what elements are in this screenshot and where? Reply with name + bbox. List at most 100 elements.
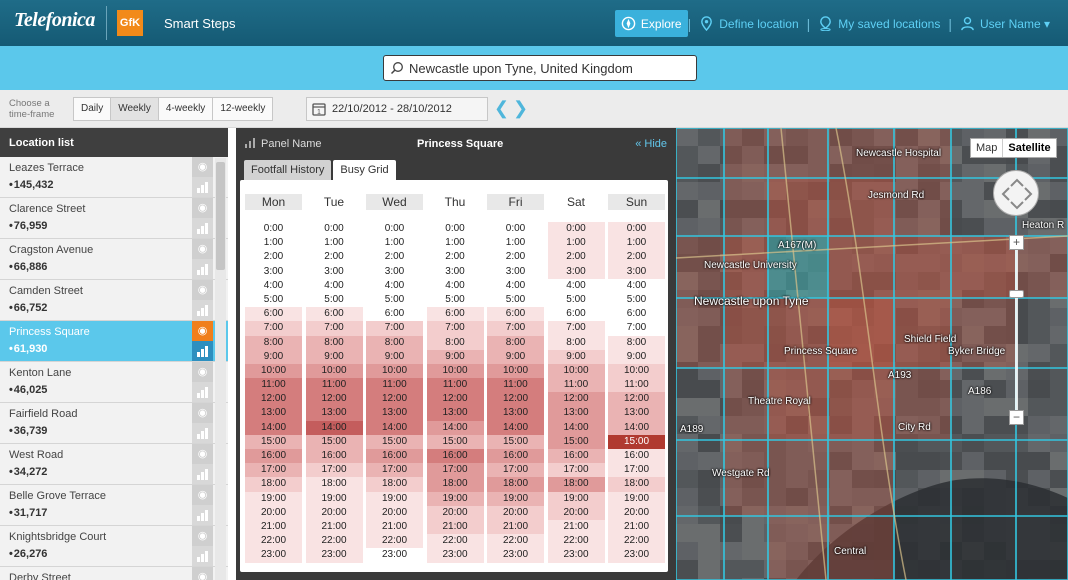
- tab-busy-grid[interactable]: Busy Grid: [333, 160, 396, 180]
- map-terrain-block: [962, 452, 984, 470]
- pan-arrows-icon: [1001, 178, 1033, 210]
- eye-icon[interactable]: ◉: [192, 403, 213, 423]
- map-terrain-block: [786, 470, 808, 488]
- busy-grid-cell: 12:00: [547, 392, 605, 407]
- location-list-item[interactable]: Leazes Terrace • 145,432 ◉: [0, 157, 228, 198]
- map-terrain-block: [1028, 344, 1050, 362]
- map-terrain-block: [764, 452, 786, 470]
- location-list-item[interactable]: Clarence Street • 76,959 ◉: [0, 198, 228, 239]
- heat-overlay-cell: [894, 298, 951, 368]
- hide-panel-link[interactable]: « Hide: [635, 138, 667, 150]
- busy-grid-cell: 5:00: [245, 292, 302, 308]
- location-list-item[interactable]: Fairfield Road • 36,739 ◉: [0, 403, 228, 444]
- map-label: A167(M): [778, 240, 817, 251]
- zoom-slider-track[interactable]: [1015, 250, 1018, 410]
- location-list-item[interactable]: Cragston Avenue • 66,886 ◉: [0, 239, 228, 280]
- eye-icon[interactable]: ◉: [192, 321, 213, 341]
- heat-overlay-cell: [951, 298, 1016, 368]
- eye-icon[interactable]: ◉: [192, 567, 213, 580]
- zoom-in-button[interactable]: +: [1009, 235, 1024, 250]
- bar-chart-icon[interactable]: [192, 259, 213, 279]
- map-terrain-block: [962, 218, 984, 236]
- timeframe-12weekly-button[interactable]: 12-weekly: [212, 97, 274, 121]
- timeframe-daily-button[interactable]: Daily: [73, 97, 112, 121]
- next-period-chevron-icon[interactable]: ❯: [513, 98, 529, 118]
- eye-icon[interactable]: ◉: [192, 198, 213, 218]
- map-terrain-block: [1028, 380, 1050, 398]
- location-count-value: 145,432: [13, 179, 54, 191]
- map-terrain-block: [984, 434, 1006, 452]
- map-type-satellite-button[interactable]: Satellite: [1002, 139, 1055, 157]
- bar-chart-icon[interactable]: [192, 464, 213, 484]
- busy-grid-cell: 12:00: [245, 392, 302, 407]
- tab-footfall-history[interactable]: Footfall History: [244, 160, 332, 180]
- location-list-item[interactable]: Derby Street• ◉: [0, 567, 228, 580]
- nav-define-location-label: Define location: [719, 16, 799, 31]
- map-terrain-block: [698, 398, 720, 416]
- location-list-scrollbar[interactable]: [215, 158, 226, 580]
- location-list-title: Location list: [0, 128, 228, 157]
- map-terrain-block: [698, 578, 720, 580]
- bar-chart-icon[interactable]: [192, 218, 213, 238]
- busy-grid-cell: 3:00: [608, 264, 665, 279]
- location-footfall-count: • 34,272: [9, 466, 47, 478]
- nav-user-menu-label: User Name ▾: [979, 16, 1050, 31]
- bar-chart-icon[interactable]: [192, 382, 213, 402]
- nav-my-saved-locations[interactable]: My saved locations: [810, 10, 948, 37]
- map-terrain-block: [742, 200, 764, 218]
- eye-icon[interactable]: ◉: [192, 280, 213, 300]
- satellite-map[interactable]: Newcastle Hospital Newcastle University Ne…: [676, 128, 1068, 580]
- location-list-item[interactable]: West Road • 34,272 ◉: [0, 444, 228, 485]
- map-terrain-block: [676, 452, 698, 470]
- location-list-item[interactable]: Princess Square • 61,930 ◉: [0, 321, 228, 362]
- eye-icon[interactable]: ◉: [192, 485, 213, 505]
- busy-grid-cell: 10:00: [547, 363, 605, 379]
- nav-separator: |: [806, 15, 811, 32]
- nav-define-location[interactable]: Define location: [691, 10, 806, 37]
- location-list-item[interactable]: Camden Street • 66,752 ◉: [0, 280, 228, 321]
- map-terrain-block: [984, 416, 1006, 434]
- eye-icon[interactable]: ◉: [192, 526, 213, 546]
- person-icon: •: [9, 548, 14, 560]
- map-canvas[interactable]: [676, 128, 1068, 580]
- heat-overlay-cell: [724, 440, 768, 516]
- busy-grid-cell: 16:00: [366, 449, 423, 464]
- eye-icon[interactable]: ◉: [192, 157, 213, 177]
- date-range-picker[interactable]: 1 22/10/2012 - 28/10/2012: [306, 97, 488, 121]
- eye-icon[interactable]: ◉: [192, 362, 213, 382]
- previous-period-chevron-icon[interactable]: ❮: [494, 98, 510, 118]
- location-list-item[interactable]: Knightsbridge Court • 26,276 ◉: [0, 526, 228, 567]
- busy-grid-cell: 0:00: [305, 222, 363, 237]
- nav-user-menu[interactable]: User Name ▾: [952, 10, 1058, 37]
- timeframe-weekly-button[interactable]: Weekly: [110, 97, 159, 121]
- zoom-slider-handle[interactable]: [1009, 290, 1024, 298]
- heat-overlay-cell: [894, 128, 951, 178]
- busy-grid-cell: 20:00: [245, 505, 302, 520]
- location-name: Cragston Avenue: [9, 244, 94, 256]
- location-search-input[interactable]: Newcastle upon Tyne, United Kingdom: [383, 55, 697, 81]
- location-list-item[interactable]: Kenton Lane • 46,025 ◉: [0, 362, 228, 403]
- location-list-item[interactable]: Belle Grove Terrace • 31,717 ◉: [0, 485, 228, 526]
- bar-chart-icon[interactable]: [192, 177, 213, 197]
- search-value[interactable]: Newcastle upon Tyne, United Kingdom: [409, 60, 633, 76]
- map-terrain-block: [676, 200, 698, 218]
- heat-overlay-cell: [828, 236, 894, 298]
- heat-overlay-cell: [724, 298, 768, 368]
- bar-chart-icon[interactable]: [192, 341, 213, 361]
- bar-chart-icon[interactable]: [192, 300, 213, 320]
- location-list: Leazes Terrace • 145,432 ◉ Clarence Street •…: [0, 157, 228, 580]
- busy-grid-cell: 4:00: [245, 278, 302, 293]
- zoom-out-button[interactable]: −: [1009, 410, 1024, 425]
- timeframe-4weekly-button[interactable]: 4-weekly: [157, 97, 214, 121]
- scrollbar-thumb[interactable]: [216, 162, 225, 270]
- busy-grid-cell: 0:00: [487, 222, 544, 237]
- eye-icon[interactable]: ◉: [192, 444, 213, 464]
- heat-overlay-cell: [828, 298, 894, 368]
- bar-chart-icon[interactable]: [192, 505, 213, 525]
- map-type-map-button[interactable]: Map: [976, 142, 998, 154]
- nav-explore[interactable]: Explore: [614, 10, 688, 37]
- eye-icon[interactable]: ◉: [192, 239, 213, 259]
- bar-chart-icon[interactable]: [192, 546, 213, 566]
- map-pan-control[interactable]: [993, 170, 1039, 216]
- bar-chart-icon[interactable]: [192, 423, 213, 443]
